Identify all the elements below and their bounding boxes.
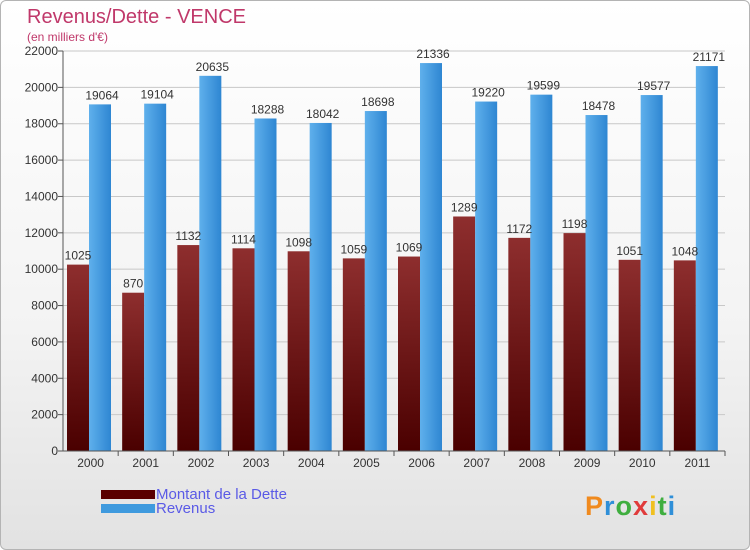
revenus-bar: [640, 95, 663, 452]
y-tick-label: 20000: [25, 80, 59, 94]
revenus-data-label: 18698: [361, 95, 395, 109]
x-tick-label: 2008: [519, 456, 546, 470]
x-tick-label: 2006: [408, 456, 435, 470]
debt-bar: [122, 292, 145, 451]
y-tick-label: 18000: [25, 117, 59, 131]
debt-bar: [398, 256, 420, 451]
debt-bar: [673, 260, 696, 451]
y-tick-label: 2000: [31, 408, 58, 422]
debt-data-label: 1048: [671, 244, 698, 258]
logo-letter: i: [667, 491, 677, 521]
logo-letter: r: [604, 491, 616, 521]
revenus-data-label: 18288: [251, 102, 285, 116]
y-tick-label: 0: [51, 444, 58, 458]
y-tick-label: 8000: [31, 299, 58, 313]
y-tick-label: 14000: [25, 189, 59, 203]
debt-data-label: 1114: [231, 232, 256, 246]
debt-bar: [453, 216, 476, 451]
revenus-bar: [695, 66, 718, 451]
revenus-bar: [199, 75, 222, 452]
y-tick-label: 16000: [25, 153, 59, 167]
data-labels: 1025 19064 870 19104 1132 20635 1114 18288 1098 1…: [65, 47, 726, 291]
revenus-data-label: 19104: [140, 88, 174, 102]
debt-bar: [232, 248, 255, 451]
y-tick-label: 4000: [31, 371, 58, 385]
legend-label-debt: Montant de la Dette: [156, 486, 287, 503]
revenus-data-label: 20635: [196, 60, 230, 74]
proxiti-logo: Proxiti: [585, 491, 676, 522]
revenus-bar: [89, 104, 111, 451]
revenus-bar: [309, 122, 332, 452]
debt-bar: [177, 245, 200, 451]
x-tick-label: 2011: [685, 456, 711, 470]
x-tick-label: 2003: [243, 456, 270, 470]
revenus-bar: [254, 118, 277, 451]
x-tick-label: 2007: [463, 456, 490, 470]
debt-data-label: 1069: [396, 241, 423, 255]
logo-letter: x: [633, 491, 650, 521]
debt-bar: [618, 259, 641, 451]
y-tick-label: 10000: [25, 262, 59, 276]
x-tick-label: 2000: [77, 456, 104, 470]
revenus-data-label: 18478: [582, 99, 616, 113]
debt-data-label: 870: [123, 277, 143, 291]
x-tick-label: 2004: [298, 456, 325, 470]
debt-data-label: 1025: [65, 249, 92, 263]
revenus-bar: [364, 111, 387, 451]
debt-data-label: 1051: [616, 244, 643, 258]
legend-swatch-revenus: [101, 504, 155, 513]
revenus-bar: [475, 101, 498, 451]
x-tick-label: 2002: [188, 456, 215, 470]
revenus-data-label: 18042: [306, 107, 340, 121]
revenus-data-label: 19599: [527, 79, 561, 93]
logo-letter: t: [657, 491, 668, 521]
debt-data-label: 1198: [562, 217, 588, 231]
x-axis-tick-labels: 2000 2001 2002 2003 2004 2005 2006 2007 2008 2009…: [77, 451, 726, 470]
debt-bar: [563, 233, 586, 451]
legend-label-revenus: Revenus: [156, 500, 216, 517]
axes: [62, 51, 725, 452]
revenus-data-label: 19064: [85, 88, 119, 102]
revenus-bar: [420, 63, 442, 452]
x-tick-label: 2009: [574, 456, 601, 470]
legend-swatch-debt: [101, 490, 155, 499]
debt-data-label: 1289: [451, 200, 478, 214]
x-tick-label: 2010: [629, 456, 656, 470]
x-tick-label: 2005: [353, 456, 380, 470]
logo-letter: i: [649, 491, 658, 521]
debt-bar: [287, 251, 310, 451]
bars: [67, 63, 718, 452]
revenus-bar: [585, 115, 608, 451]
x-tick-label: 2001: [132, 456, 159, 470]
y-tick-label: 22000: [25, 44, 59, 58]
debt-data-label: 1172: [506, 222, 532, 236]
revenus-data-label: 19577: [637, 79, 671, 93]
debt-data-label: 1059: [340, 242, 367, 256]
debt-bar: [508, 237, 531, 451]
grid: [63, 50, 725, 452]
debt-bar: [342, 258, 365, 451]
debt-data-label: 1098: [285, 235, 312, 249]
revenus-bar: [530, 94, 553, 452]
logo-letter: P: [585, 491, 605, 521]
revenus-bar: [144, 103, 167, 452]
revenus-data-label: 21171: [693, 50, 726, 64]
chart-subtitle: (en milliers d'€): [27, 30, 108, 44]
y-axis-tick-labels: 0 2000 4000 6000 8000 10000 12000 14000 16000 180…: [25, 44, 63, 458]
debt-data-label: 1132: [175, 229, 201, 243]
revenus-data-label: 21336: [416, 47, 450, 61]
chart-title: Revenus/Dette - VENCE: [27, 6, 246, 28]
debt-bar: [67, 264, 89, 451]
y-tick-label: 12000: [25, 226, 59, 240]
y-tick-label: 6000: [31, 335, 58, 349]
logo-letter: o: [615, 491, 634, 521]
revenus-data-label: 19220: [471, 86, 505, 100]
